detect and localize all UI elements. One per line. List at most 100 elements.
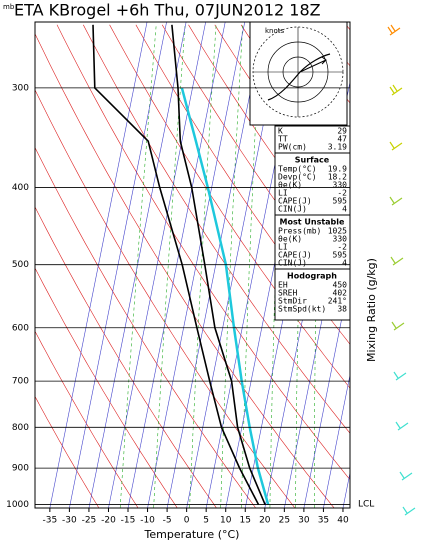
wind-barb bbox=[402, 506, 416, 516]
dry-adiabat bbox=[35, 395, 100, 508]
y-tick-label: 500 bbox=[12, 260, 29, 270]
hodograph: knots bbox=[249, 21, 348, 126]
index-label: LI bbox=[278, 189, 288, 198]
index-label: StmDir bbox=[278, 297, 307, 306]
wind-barb bbox=[389, 196, 403, 206]
index-label: θe(K) bbox=[278, 235, 302, 244]
x-tick-label: 35 bbox=[318, 516, 329, 526]
y-tick-label: 1000 bbox=[6, 500, 29, 510]
index-label: CIN(J) bbox=[278, 205, 307, 214]
index-value: 1025 bbox=[328, 227, 347, 236]
section-title: Most Unstable bbox=[280, 218, 345, 227]
dry-adiabat bbox=[399, 25, 425, 508]
dry-adiabat bbox=[109, 24, 350, 389]
mixing-ratio-line bbox=[119, 24, 157, 508]
wind-barb bbox=[393, 371, 407, 381]
mixing-ratio-line bbox=[269, 24, 285, 508]
dry-adiabat bbox=[35, 267, 178, 508]
wind-barb bbox=[390, 256, 404, 266]
y-unit: mb bbox=[3, 3, 15, 11]
x-tick-label: -10 bbox=[140, 516, 155, 526]
y-tick-label: 300 bbox=[12, 83, 29, 93]
index-label: θe(K) bbox=[278, 181, 302, 190]
index-value: 4 bbox=[342, 205, 347, 214]
wind-barb bbox=[387, 24, 401, 36]
dry-adiabat bbox=[135, 24, 350, 345]
x-tick-label: 25 bbox=[279, 516, 290, 526]
x-tick-label: -35 bbox=[42, 516, 57, 526]
x-tick-label: -20 bbox=[101, 516, 116, 526]
index-value: 47 bbox=[337, 135, 347, 144]
index-label: CAPE(J) bbox=[278, 197, 312, 206]
x-axis-label: Temperature (°C) bbox=[144, 528, 240, 541]
dry-adiabat bbox=[35, 146, 256, 508]
index-label: CIN(J) bbox=[278, 259, 307, 268]
x-tick-label: 30 bbox=[298, 516, 310, 526]
isotherm bbox=[342, 471, 350, 508]
section-title: Hodograph bbox=[287, 272, 337, 281]
x-tick-label: 0 bbox=[184, 516, 190, 526]
mixing-ratio-line bbox=[241, 24, 261, 508]
index-box bbox=[274, 125, 351, 321]
index-value: 595 bbox=[333, 251, 348, 260]
index-label: Press(mb) bbox=[278, 227, 321, 236]
profile-line bbox=[171, 24, 266, 505]
dry-adiabat bbox=[345, 24, 350, 31]
storm-motion bbox=[299, 56, 327, 73]
dry-adiabat bbox=[56, 24, 350, 481]
y-tick-label: 900 bbox=[12, 464, 29, 474]
chart-title: ETA KBrogel +6h Thu, 07JUN2012 18Z bbox=[14, 1, 321, 20]
index-value: 330 bbox=[333, 235, 348, 244]
x-tick-label: -5 bbox=[163, 516, 172, 526]
index-value: 4 bbox=[342, 259, 347, 268]
dry-adiabat bbox=[83, 24, 350, 434]
lcl-label: LCL bbox=[358, 500, 374, 510]
dry-adiabat bbox=[35, 206, 217, 508]
dry-adiabat bbox=[373, 25, 425, 508]
index-label: PW(cm) bbox=[278, 143, 307, 152]
x-tick-label: 20 bbox=[259, 516, 271, 526]
index-value: 402 bbox=[333, 289, 348, 298]
dry-adiabat bbox=[35, 89, 296, 508]
x-tick-label: -15 bbox=[121, 516, 136, 526]
index-value: 19.9 bbox=[328, 165, 347, 174]
index-label: SREH bbox=[278, 289, 297, 298]
index-value: -2 bbox=[337, 189, 347, 198]
section-title: Surface bbox=[295, 156, 330, 165]
index-label: EH bbox=[278, 281, 288, 290]
mixing-ratio-line bbox=[314, 24, 323, 508]
index-value: 18.2 bbox=[328, 173, 347, 182]
y-tick-label: 600 bbox=[12, 323, 29, 333]
index-value: 29 bbox=[337, 127, 347, 136]
hodo-label: knots bbox=[265, 27, 285, 35]
index-value: -2 bbox=[337, 243, 347, 252]
dry-adiabat bbox=[35, 330, 139, 508]
wind-barbs bbox=[387, 24, 416, 516]
x-tick-label: 5 bbox=[203, 516, 209, 526]
index-label: StmSpd(kt) bbox=[278, 305, 326, 314]
y-tick-label: 700 bbox=[12, 377, 29, 387]
index-label: K bbox=[278, 127, 283, 136]
index-value: 450 bbox=[333, 281, 348, 290]
mixing-ratio-line bbox=[189, 24, 217, 508]
index-value: 241° bbox=[328, 297, 347, 306]
index-label: TT bbox=[278, 135, 288, 144]
index-value: 595 bbox=[333, 197, 348, 206]
index-value: 330 bbox=[333, 181, 348, 190]
x-tick-label: -30 bbox=[62, 516, 77, 526]
index-label: Devp(°C) bbox=[278, 173, 317, 182]
index-label: Temp(°C) bbox=[278, 165, 317, 174]
wind-barb bbox=[395, 421, 409, 431]
wind-barb bbox=[389, 84, 403, 96]
index-value: 38 bbox=[337, 305, 347, 314]
profile-line bbox=[92, 24, 260, 505]
y-tick-label: 800 bbox=[12, 423, 29, 433]
y-tick-label: 400 bbox=[12, 183, 29, 193]
dry-adiabat bbox=[161, 24, 350, 302]
index-label: LI bbox=[278, 243, 288, 252]
wind-barb bbox=[391, 321, 405, 331]
x-tick-label: 40 bbox=[337, 516, 349, 526]
index-label: CAPE(J) bbox=[278, 251, 312, 260]
